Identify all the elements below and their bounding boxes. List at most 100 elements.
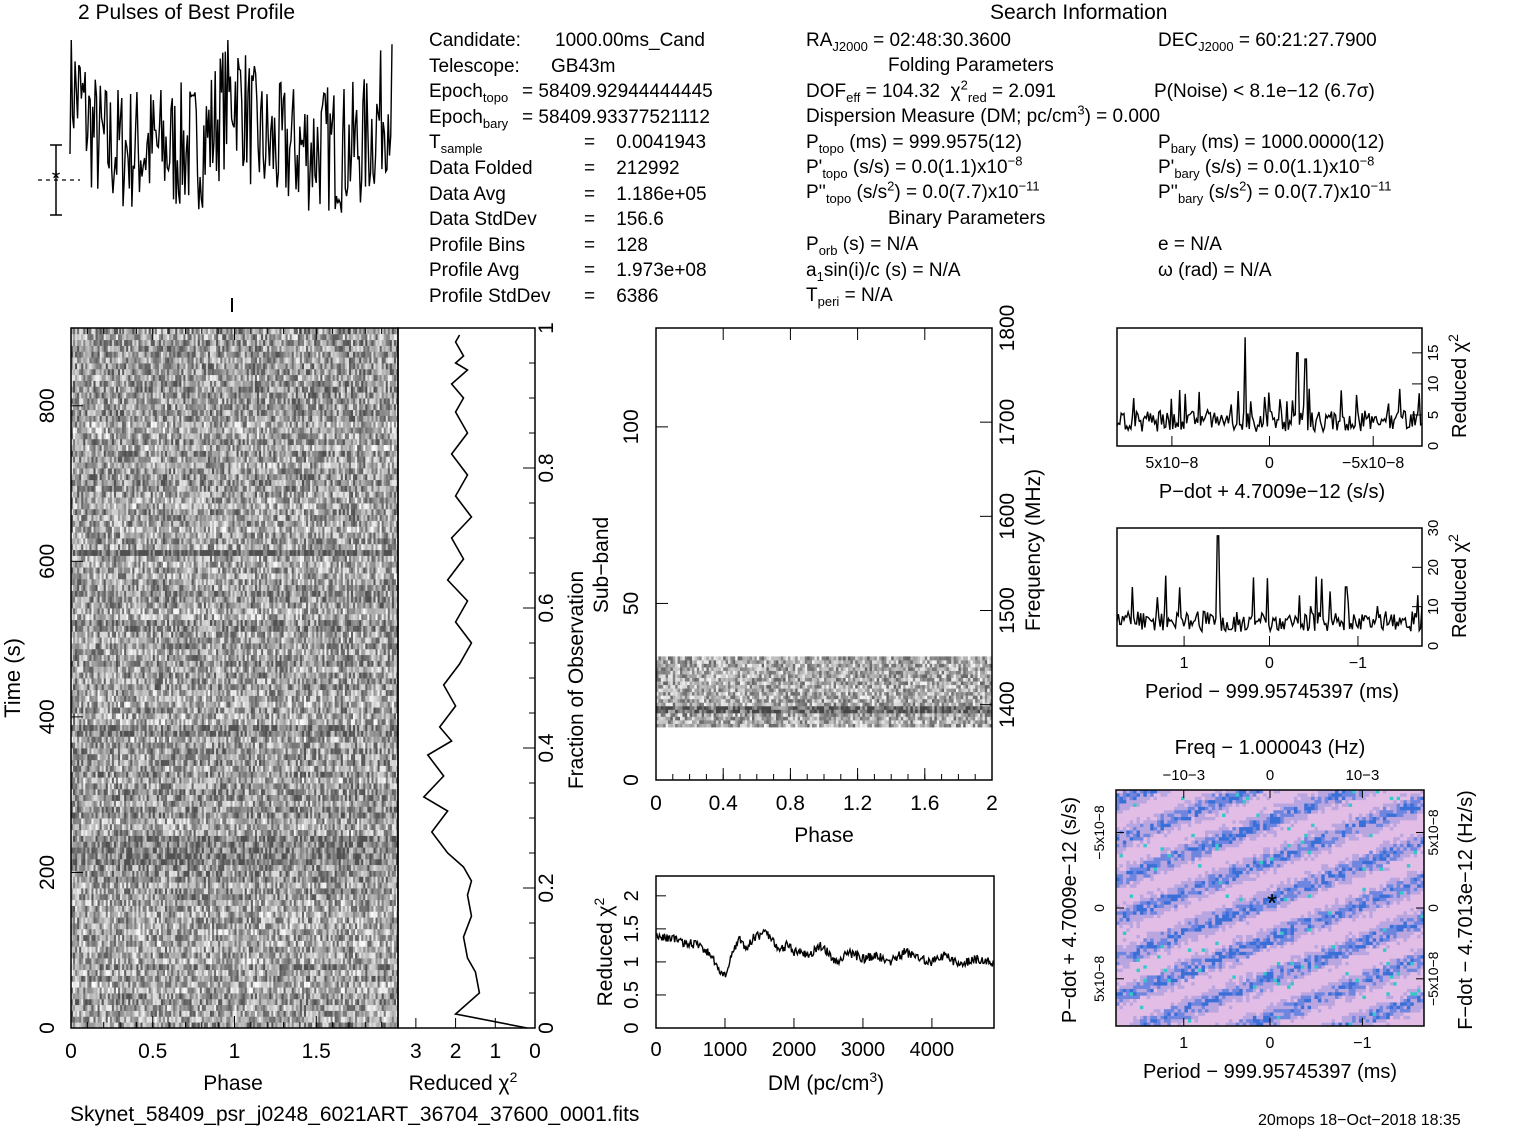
x-tick-label: 2 xyxy=(986,792,998,815)
best-fit-marker: * xyxy=(1267,888,1277,918)
plot-frame xyxy=(1117,328,1422,446)
x-axis-label: P−dot + 4.7009e−12 (s/s) xyxy=(1159,481,1385,503)
y-tick-label: 200 xyxy=(36,855,59,890)
x-tick-label: 1 xyxy=(229,1040,241,1063)
y-tick-label: 0.5 xyxy=(621,981,643,1009)
x-axis-label: Period − 999.95745397 (ms) xyxy=(1143,1061,1397,1083)
y-tick-label: 0.4 xyxy=(535,733,558,763)
x-tick-label: 0 xyxy=(65,1040,77,1063)
x-tick-label: 1.5 xyxy=(302,1040,331,1063)
y-tick-label: 20 xyxy=(1425,559,1442,576)
pbary-field: Pbary (ms) = 1000.0000(12) xyxy=(1158,132,1385,154)
y-tick-label: 800 xyxy=(36,388,59,423)
y-tick-label: 10 xyxy=(1425,376,1442,393)
y-tick-label: 5x10−8 xyxy=(1091,955,1107,1002)
profile-line xyxy=(70,40,392,213)
info-row: Telescope: GB43m xyxy=(429,56,520,78)
chi2-curve xyxy=(1117,337,1422,431)
y-axis-label: Reduced χ2 xyxy=(1445,334,1471,438)
y2-axis-label: F−dot − 4.7013e−12 (Hz/s) xyxy=(1455,790,1477,1030)
x-tick-label: 1 xyxy=(489,1040,501,1063)
x2-tick-label: −10−3 xyxy=(1162,767,1205,784)
y2-tick-label: 1700 xyxy=(996,399,1019,446)
x-tick-label: 1.2 xyxy=(843,792,872,815)
pdot-topo-field: P'topo (s/s) = 0.0(1.1)x10−8 xyxy=(806,157,1022,179)
x-tick-label: 0 xyxy=(1266,1035,1275,1052)
info-row: Profile Bins = 128 xyxy=(429,235,525,257)
chi2-curve xyxy=(1117,536,1422,632)
y2-tick-label: 1600 xyxy=(996,493,1019,540)
binary-params-title: Binary Parameters xyxy=(888,208,1045,230)
x-tick-label: 0 xyxy=(650,1039,661,1061)
info-row: Candidate: 1000.00ms_Cand xyxy=(429,30,521,52)
info-row: Data Avg = 1.186e+05 xyxy=(429,184,506,206)
dm-field: Dispersion Measure (DM; pc/cm3) = 0.000 xyxy=(806,106,1160,128)
y-tick-label: 5 xyxy=(1425,411,1442,419)
dof-field: DOFeff = 104.32 χ2red = 2.091 xyxy=(806,81,1056,103)
x-tick-label: 1 xyxy=(1179,1035,1188,1052)
info-row: Data StdDev = 156.6 xyxy=(429,209,537,231)
x2-tick-label: 10−3 xyxy=(1346,767,1380,784)
pdot-bary-field: P'bary (s/s) = 0.0(1.1)x10−8 xyxy=(1158,157,1374,179)
info-row: Epochbary = 58409.93377521112 xyxy=(429,107,508,129)
x-axis-label: Phase xyxy=(794,824,854,847)
x-tick-label: 3 xyxy=(410,1040,422,1063)
y-tick-label: 0 xyxy=(621,1022,643,1033)
x-tick-label: 0.8 xyxy=(776,792,805,815)
porb-field: Porb (s) = N/A xyxy=(806,234,918,256)
y-axis-label: Reduced χ2 xyxy=(1445,534,1471,638)
y-tick-label: 1 xyxy=(535,322,558,334)
y-tick-label: 0 xyxy=(36,1022,59,1034)
y2-tick-label: 5x10−8 xyxy=(1425,809,1441,856)
y-tick-label: 600 xyxy=(36,544,59,579)
x-tick-label: 0 xyxy=(1265,655,1274,672)
x-tick-label: 1 xyxy=(1180,655,1189,672)
ptopo-field: Ptopo (ms) = 999.9575(12) xyxy=(806,132,1022,154)
timestamp-label: 20mops 18−Oct−2018 18:35 xyxy=(1258,1110,1461,1132)
subband-cells xyxy=(656,656,992,727)
y-axis-label: Time (s) xyxy=(0,638,25,718)
y-axis-label: Reduced χ2 xyxy=(591,897,617,1006)
x-tick-label: 1000 xyxy=(703,1039,748,1061)
x-tick-label: 3000 xyxy=(841,1039,886,1061)
folding-params-title: Folding Parameters xyxy=(888,55,1054,77)
y2-tick-label: 0 xyxy=(1425,904,1441,912)
info-row: Profile Avg = 1.973e+08 xyxy=(429,260,519,282)
y-axis-label: Fraction of Observation xyxy=(565,571,588,789)
x-axis-label: DM (pc/cm3) xyxy=(768,1069,884,1095)
e-field: e = N/A xyxy=(1158,234,1222,256)
dec-field: DECJ2000 = 60:21:27.7900 xyxy=(1158,30,1377,52)
y-tick-label: 30 xyxy=(1425,520,1442,537)
y2-tick-label: −5x10−8 xyxy=(1425,951,1441,1006)
profile-title: 2 Pulses of Best Profile xyxy=(78,2,295,24)
pddot-topo-field: P''topo (s/s2) = 0.0(7.7)x10−11 xyxy=(806,182,1040,204)
y-tick-label: −5x10−8 xyxy=(1091,805,1107,860)
x-axis-label: Phase xyxy=(203,1072,263,1095)
y-tick-label: 0.2 xyxy=(535,873,558,902)
omega-field: ω (rad) = N/A xyxy=(1158,260,1272,282)
y-tick-label: 2 xyxy=(621,890,643,901)
y2-tick-label: 1400 xyxy=(996,681,1019,728)
y-tick-label: 0 xyxy=(1425,442,1442,450)
x-tick-label: 0 xyxy=(529,1040,541,1063)
y-tick-label: 0.6 xyxy=(535,593,558,622)
x-tick-label: 0 xyxy=(650,792,662,815)
y-tick-label: 1.5 xyxy=(621,915,643,943)
y-tick-label: 15 xyxy=(1425,344,1442,361)
chi2-time-line xyxy=(424,335,527,1028)
search-info-title: Search Information xyxy=(990,2,1167,24)
y-tick-label: 50 xyxy=(620,592,643,615)
y2-tick-label: 1800 xyxy=(996,305,1019,352)
dm-curve xyxy=(656,930,994,977)
info-row: Tsample = 0.0041943 xyxy=(429,132,483,154)
y-tick-label: 10 xyxy=(1425,598,1442,615)
x-tick-label: 1.6 xyxy=(910,792,939,815)
x-tick-label: −1 xyxy=(1349,655,1367,672)
x-tick-label: 4000 xyxy=(910,1039,955,1061)
x-tick-label: 2000 xyxy=(772,1039,817,1061)
profile-plot: * xyxy=(30,30,400,290)
y-tick-label: 0 xyxy=(1425,642,1442,650)
